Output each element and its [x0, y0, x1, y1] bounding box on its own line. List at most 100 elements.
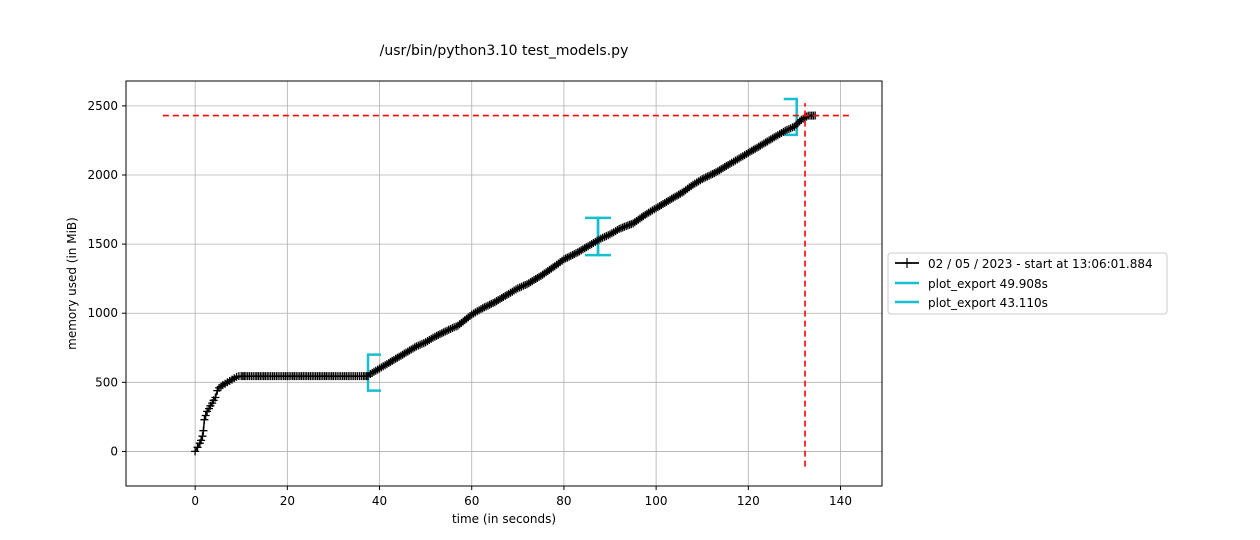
data-point — [450, 323, 459, 332]
data-point — [441, 327, 450, 336]
data-point — [604, 231, 613, 240]
data-point — [400, 349, 409, 358]
data-point — [613, 226, 622, 234]
data-point — [746, 147, 754, 156]
data-point — [710, 169, 719, 178]
y-tick-label-2000: 2000 — [87, 168, 118, 182]
grid-lines — [126, 81, 882, 486]
data-point — [405, 346, 414, 355]
data-point — [429, 333, 437, 342]
data-point — [434, 331, 443, 339]
data-point — [563, 253, 572, 262]
data-point — [517, 282, 526, 291]
data-point — [410, 343, 419, 352]
data-point — [439, 328, 448, 337]
data-point — [444, 325, 453, 334]
data-point — [199, 426, 208, 435]
data-point — [622, 222, 631, 231]
data-point — [432, 331, 441, 340]
data-point — [706, 170, 715, 179]
x-tick-label-20: 20 — [280, 494, 295, 508]
data-point — [386, 357, 395, 366]
data-point — [596, 234, 605, 243]
data-point — [705, 171, 714, 180]
data-point — [391, 354, 400, 363]
data-point — [513, 284, 522, 293]
data-point — [417, 339, 426, 348]
peak-markers — [162, 103, 850, 467]
data-point — [198, 432, 207, 441]
x-axis-ticks: 0 20 40 60 80 100 120 140 — [191, 486, 852, 508]
data-point — [561, 254, 570, 263]
data-point — [617, 224, 625, 233]
y-tick-label-1500: 1500 — [87, 237, 118, 251]
data-point — [483, 301, 492, 310]
data-point — [482, 302, 491, 311]
data-point — [662, 197, 671, 206]
data-point — [200, 415, 209, 424]
bracket-2-end — [783, 97, 798, 137]
legend-label-bracket-2: plot_export 43.110s — [928, 296, 1048, 310]
data-point — [759, 139, 768, 148]
data-point — [793, 119, 802, 128]
data-point — [443, 326, 451, 335]
x-tick-label-120: 120 — [737, 494, 760, 508]
legend-entry-memory: 02 / 05 / 2023 - start at 13:06:01.884 — [895, 257, 1153, 271]
x-tick-label-80: 80 — [556, 494, 571, 508]
data-point — [712, 168, 720, 177]
data-point — [412, 342, 421, 351]
y-tick-label-1000: 1000 — [87, 306, 118, 320]
legend-box — [887, 252, 1168, 315]
data-point — [784, 125, 793, 134]
y-tick-label-2500: 2500 — [87, 99, 118, 113]
data-point — [783, 125, 791, 134]
y-tick-label-500: 500 — [95, 375, 118, 389]
data-point — [602, 232, 611, 241]
data-point — [512, 285, 520, 294]
plot-frame — [125, 80, 883, 487]
legend-entry-bracket-2: plot_export 43.110s — [895, 296, 1048, 310]
data-point — [530, 276, 538, 284]
bracket-2 — [596, 97, 798, 257]
data-point — [419, 339, 428, 348]
data-point — [577, 246, 586, 255]
data-point — [487, 299, 496, 308]
x-tick-label-0: 0 — [191, 494, 199, 508]
data-point — [802, 112, 811, 121]
data-point — [672, 191, 681, 200]
legend-label-bracket-1: plot_export 49.908s — [928, 277, 1048, 291]
data-point — [570, 250, 579, 259]
data-point — [485, 300, 494, 309]
x-tick-label-40: 40 — [372, 494, 387, 508]
data-point — [568, 251, 577, 259]
data-point — [217, 382, 225, 391]
data-point — [414, 341, 423, 350]
series-markers-0 — [191, 111, 820, 456]
chart-title: /usr/bin/python3.10 test_models.py — [380, 43, 629, 59]
data-point — [595, 235, 603, 244]
data-point — [515, 283, 524, 292]
data-point — [667, 194, 676, 203]
data-point — [781, 126, 790, 135]
legend-label-memory: 02 / 05 / 2023 - start at 13:06:01.884 — [928, 257, 1153, 271]
data-point — [786, 124, 795, 133]
y-tick-label-0: 0 — [110, 444, 118, 458]
legend: 02 / 05 / 2023 - start at 13:06:01.884 p… — [887, 252, 1168, 315]
data-point — [430, 332, 439, 341]
data-point — [701, 173, 710, 182]
data-point — [625, 220, 634, 229]
x-tick-label-140: 140 — [829, 494, 852, 508]
data-point — [566, 251, 575, 260]
data-point — [790, 122, 799, 131]
data-point — [792, 120, 801, 129]
data-point — [448, 324, 457, 333]
data-point — [521, 281, 530, 289]
data-point — [559, 255, 568, 264]
legend-entry-bracket-1: plot_export 49.908s — [895, 277, 1048, 291]
x-axis-label: time (in seconds) — [452, 512, 556, 526]
y-axis-ticks: 0 500 1000 1500 2000 2500 — [87, 99, 126, 458]
data-point — [600, 232, 609, 241]
data-point — [193, 443, 202, 452]
data-point — [211, 393, 220, 402]
